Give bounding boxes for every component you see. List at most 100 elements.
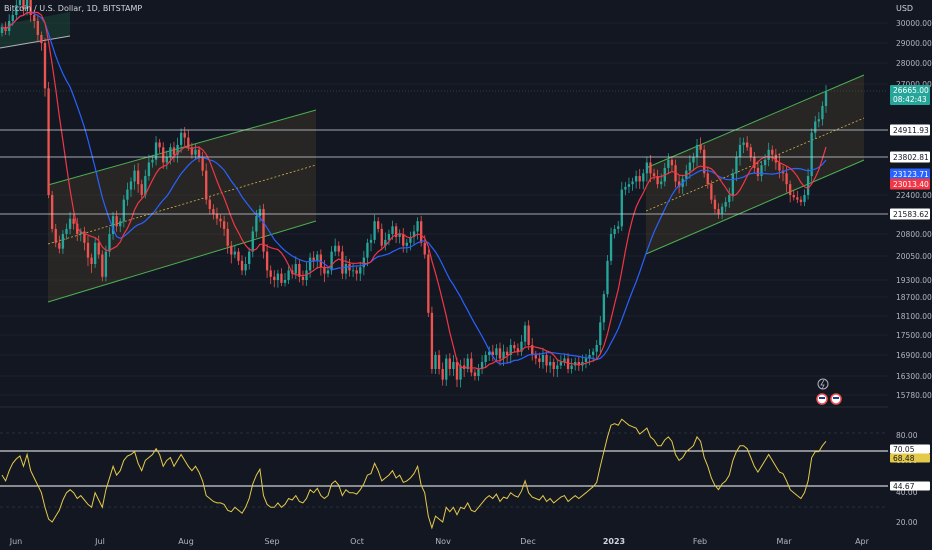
us-flag-event-icon-inner xyxy=(833,397,839,399)
candle-body xyxy=(412,231,416,237)
candle-body xyxy=(749,147,752,158)
candle-body xyxy=(771,149,774,155)
candle-body xyxy=(273,276,276,280)
time-tick-label: Feb xyxy=(693,537,707,546)
candle-body xyxy=(423,242,426,255)
price-tick-label: 19300.00 xyxy=(896,276,932,285)
time-tick-label: Aug xyxy=(178,537,194,546)
candle-body xyxy=(233,251,237,255)
us-flag-event-icon-inner xyxy=(819,397,825,399)
candle-body xyxy=(298,264,301,277)
level-price-tag-bg xyxy=(890,151,930,163)
top-left-trendline xyxy=(0,35,71,49)
channel-median xyxy=(47,164,317,245)
candle-body xyxy=(638,176,641,182)
ma-slow-line xyxy=(1,11,827,365)
candle-body xyxy=(753,157,756,168)
candle-body xyxy=(817,119,820,122)
candle-body xyxy=(534,355,537,359)
candle-body xyxy=(588,355,591,359)
price-tick-label: 15780.00 xyxy=(896,391,932,400)
candle-body xyxy=(68,218,72,229)
lightning-icon xyxy=(817,378,829,390)
candle-body xyxy=(541,355,545,362)
event-icons[interactable] xyxy=(816,378,842,405)
ma-slow-tag: 23123.71 xyxy=(893,170,929,179)
candle-body xyxy=(652,173,656,177)
candle-body xyxy=(548,362,552,366)
candle-body xyxy=(792,195,795,198)
candle-body xyxy=(83,231,86,243)
candle-body xyxy=(147,162,151,177)
candle-body xyxy=(559,362,563,366)
price-tick-label: 16900.00 xyxy=(896,351,932,360)
candle-body xyxy=(803,195,806,202)
candle-body xyxy=(523,325,527,342)
price-tick-label: 22400.00 xyxy=(896,191,932,200)
candle-body xyxy=(265,251,269,271)
time-tick-label: Oct xyxy=(350,537,364,546)
candle-body xyxy=(330,251,333,271)
price-tick-label: 20050.00 xyxy=(896,252,932,261)
candle-body xyxy=(441,369,444,380)
level-price-tag: 24911.93 xyxy=(893,126,929,135)
level-price-tag-bg xyxy=(890,208,930,220)
candle-body xyxy=(505,351,509,355)
candle-body xyxy=(205,170,208,200)
candle-body xyxy=(172,147,176,155)
candle-body xyxy=(129,181,133,190)
price-axis[interactable]: 30000.00 29000.00 28000.00 27000.00 22400.00… xyxy=(888,0,932,550)
channel-lower xyxy=(645,159,865,255)
candle-body xyxy=(563,358,566,362)
candle-body xyxy=(133,170,136,182)
candle-body xyxy=(760,165,763,177)
time-axis: Jun Jul Aug Sep Oct Nov Dec 2023 Feb Mar Apr xyxy=(9,537,870,546)
candle-body xyxy=(703,149,706,174)
candle-body xyxy=(824,91,828,107)
ma-fast-tag: 23013.40 xyxy=(893,180,929,189)
rsi-level-tag-upper-bg xyxy=(890,444,930,454)
candle-body xyxy=(420,221,423,243)
candle-body xyxy=(516,348,520,352)
candle-body xyxy=(222,221,226,229)
time-tick-label: Dec xyxy=(520,537,535,546)
candle-body xyxy=(405,242,408,246)
time-tick-label: Sep xyxy=(264,537,279,546)
candle-body xyxy=(470,358,473,373)
moving-averages xyxy=(1,11,827,370)
candle-body xyxy=(72,218,75,224)
candle-body xyxy=(738,144,742,158)
candle-body xyxy=(384,239,387,246)
candle-body xyxy=(369,239,373,243)
candle-body xyxy=(670,159,674,166)
candle-body xyxy=(821,106,824,120)
candle-body xyxy=(22,0,25,9)
candle-body xyxy=(115,216,118,227)
candle-body xyxy=(677,181,681,187)
last-price-tag-bg xyxy=(890,85,930,105)
candle-body xyxy=(219,218,222,222)
rsi-tick-label: 80.00 xyxy=(896,431,918,440)
candle-body xyxy=(50,195,54,229)
rsi-tick-label: 20.00 xyxy=(896,518,918,527)
candle-body xyxy=(713,199,717,209)
time-tick-label: Nov xyxy=(435,537,451,546)
candle-body xyxy=(695,144,699,158)
candle-body xyxy=(445,358,448,380)
candle-body xyxy=(237,251,240,261)
candle-body xyxy=(688,162,692,171)
candle-body xyxy=(735,157,738,174)
rsi-tick-label: 40.00 xyxy=(896,488,918,497)
rsi-pane xyxy=(0,418,888,530)
candle-body xyxy=(785,173,788,185)
currency-label: USD xyxy=(896,4,914,13)
candle-body xyxy=(527,325,530,345)
time-tick-label: 2023 xyxy=(603,537,625,546)
channel-median xyxy=(645,117,865,212)
candle-body xyxy=(484,355,487,362)
candle-body xyxy=(190,147,194,155)
price-tick-label: 29000.00 xyxy=(896,39,932,48)
candle-body xyxy=(11,15,14,21)
candle-body xyxy=(208,199,211,209)
